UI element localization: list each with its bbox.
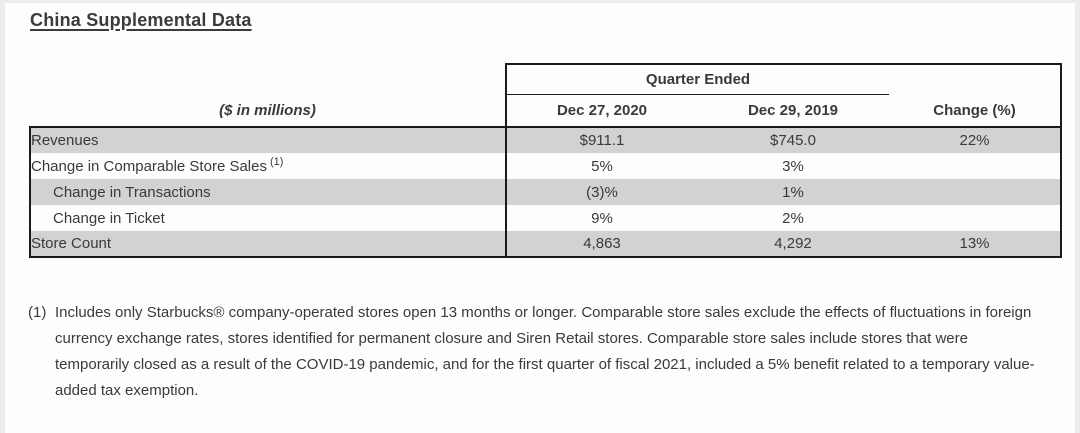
row-label-text: Revenues [31,132,99,149]
footnote-marker: (1) [28,304,47,321]
footnote: (1) Includes only Starbucks® company-ope… [28,300,1048,404]
column-header-dec27-2020: Dec 27, 2020 [505,94,697,128]
china-supplemental-table: Quarter Ended ($ in millions) Dec 27, 20… [29,63,1062,258]
row-label: Change in Comparable Store Sales (1) [29,153,506,179]
row-label: Revenues [29,127,506,153]
cell-dec27-2020: 4,863 [505,231,697,258]
header-group-row: Quarter Ended [30,63,1062,95]
cell-dec29-2019: 4,292 [697,231,889,258]
header-columns-row: ($ in millions) Dec 27, 2020 Dec 29, 201… [30,94,1062,128]
page-title: China Supplemental Data [30,10,252,30]
row-label-text: Change in Comparable Store Sales [31,157,267,175]
cell-dec27-2020: 5% [505,153,697,179]
table-row-comp-store-sales: Change in Comparable Store Sales (1) 5% 3… [29,153,1062,179]
column-header-dec29-2019: Dec 29, 2019 [697,94,889,128]
change-header-spacer [889,63,1062,94]
cell-change [889,205,1062,231]
column-header-change: Change (%) [889,94,1062,128]
cell-dec29-2019: 3% [782,157,804,175]
cell-change: 13% [889,231,1062,258]
table-row-store-count: Store Count 4,863 4,292 13% [29,231,1062,258]
table-row-transactions: Change in Transactions (3)% 1% [29,179,1062,205]
header-group-spacer [30,64,506,94]
cell-dec27-2020: 9% [505,205,697,231]
footnote-ref: (1) [269,155,284,168]
row-label-text: Change in Transactions [53,183,211,201]
cell-change [889,153,1062,179]
table-row-ticket: Change in Ticket 9% 2% [29,205,1062,231]
row-label: Change in Ticket [29,205,506,231]
units-label: ($ in millions) [30,94,506,128]
row-label: Store Count [29,231,506,258]
cell-change [889,179,1062,205]
row-label: Change in Transactions [29,179,506,205]
cell-dec29-2019: 1% [697,179,889,205]
table-row-revenues: Revenues $911.1 $745.0 22% [29,127,1062,153]
cell-dec27-2020: (3)% [505,179,697,205]
cell-dec29-2019: 2% [782,209,804,227]
cell-change: 22% [889,127,1062,153]
cell-dec29-2019: $745.0 [697,127,889,153]
footnote-text: Includes only Starbucks® company-operate… [55,304,1035,399]
quarter-ended-header: Quarter Ended [505,63,889,95]
row-label-text: Store Count [31,235,112,252]
cell-dec27-2020: $911.1 [505,127,697,153]
row-label-text: Change in Ticket [53,209,165,227]
